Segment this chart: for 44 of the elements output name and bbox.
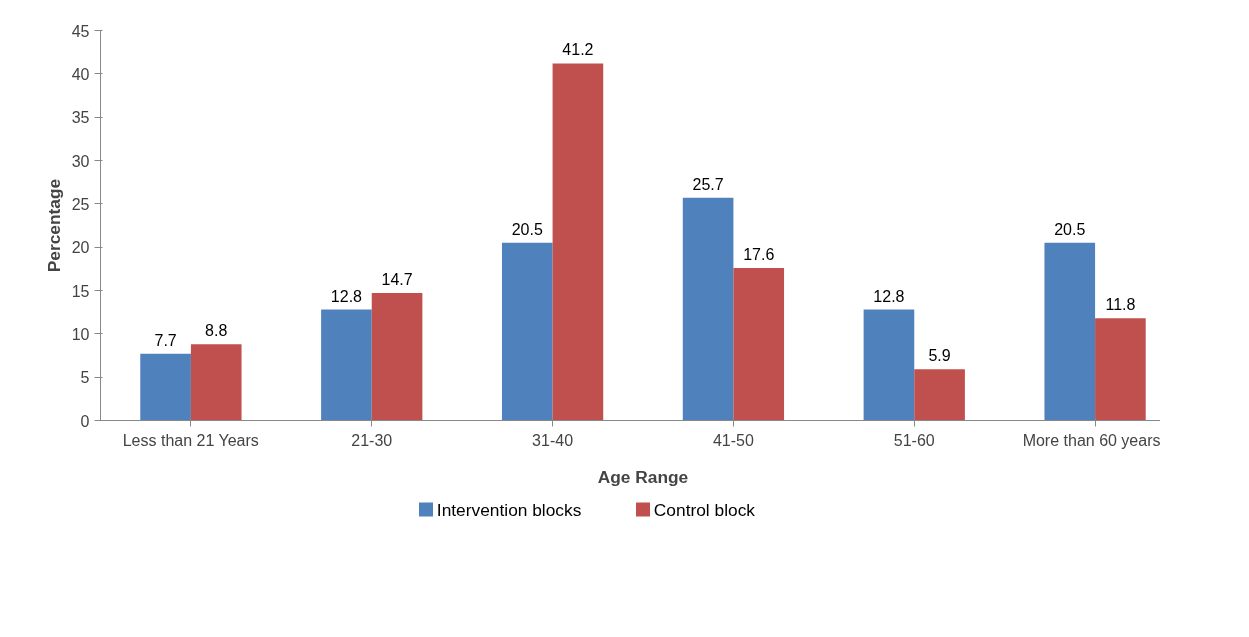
data-label: 12.8	[873, 287, 905, 305]
x-axis-title: Age Range	[597, 466, 689, 487]
x-tick-label: 21-30	[351, 431, 393, 449]
y-tick-label: 35	[71, 109, 90, 127]
data-label: 17.6	[743, 245, 775, 263]
bar	[682, 197, 734, 421]
y-tick-label: 0	[80, 412, 90, 430]
legend-label: Intervention blocks	[436, 499, 582, 520]
y-tick-label: 25	[71, 195, 90, 213]
y-tick-label: 40	[71, 65, 90, 83]
bar	[552, 63, 604, 421]
data-label: 20.5	[1054, 220, 1086, 238]
data-label: 7.7	[154, 331, 177, 349]
y-tick-label: 5	[80, 369, 90, 387]
y-tick-label: 20	[71, 239, 90, 257]
data-label: 8.8	[205, 322, 228, 340]
x-tick-label: 51-60	[893, 431, 935, 449]
y-tick-label: 15	[71, 282, 90, 300]
bar	[914, 369, 965, 421]
data-label: 5.9	[928, 347, 951, 365]
y-tick-label: 10	[71, 325, 90, 343]
data-label: 20.5	[511, 220, 543, 238]
data-label: 12.8	[330, 287, 363, 305]
y-axis-title: Percentage	[43, 178, 64, 273]
bar	[863, 309, 915, 421]
x-tick-label: Less than 21 Years	[122, 431, 259, 449]
data-label: 14.7	[381, 271, 413, 289]
x-tick-label: 41-50	[712, 431, 754, 449]
data-label: 25.7	[692, 175, 724, 193]
legend-label: Control block	[653, 499, 756, 520]
bar	[140, 353, 191, 421]
bar	[501, 242, 553, 421]
bar	[1044, 242, 1096, 421]
bar	[733, 267, 785, 421]
data-label: 11.8	[1105, 296, 1136, 314]
y-tick-label: 45	[71, 22, 90, 40]
bar	[190, 344, 242, 421]
bar	[371, 293, 423, 421]
bar	[1095, 318, 1146, 421]
bar	[321, 309, 372, 421]
y-tick-label: 30	[71, 152, 90, 170]
x-tick-label: More than 60 years	[1022, 431, 1161, 449]
x-tick-label: 31-40	[532, 431, 574, 449]
data-label: 41.2	[562, 41, 594, 59]
